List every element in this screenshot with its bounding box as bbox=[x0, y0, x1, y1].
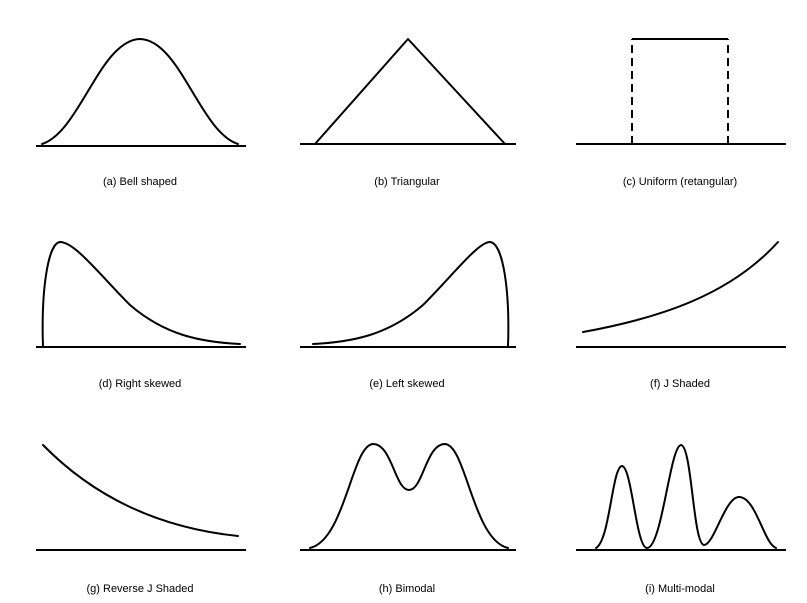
panel-f-j-shaped bbox=[576, 241, 786, 348]
panel-i-multi-modal bbox=[576, 444, 786, 551]
caption-g: (g) Reverse J Shaded bbox=[86, 583, 194, 595]
caption-e: (e) Left skewed bbox=[369, 378, 445, 390]
caption-h: (h) Bimodal bbox=[378, 583, 436, 595]
panel-e-left-skewed-curve bbox=[312, 241, 510, 348]
panel-a-bell-curve bbox=[41, 38, 239, 145]
panel-i-multi-modal-curve bbox=[595, 444, 777, 549]
panel-d-right-skewed-curve bbox=[41, 241, 241, 348]
panel-b-triangle bbox=[314, 38, 506, 145]
caption-i: (i) Multi-modal bbox=[645, 583, 715, 595]
panel-c-uniform bbox=[576, 38, 786, 145]
panel-d-right-skewed bbox=[36, 241, 246, 348]
caption-f: (f) J Shaded bbox=[650, 378, 710, 390]
panel-a-bell-shaped bbox=[36, 38, 246, 147]
panel-h-bimodal bbox=[300, 443, 516, 551]
panel-e-left-skewed bbox=[300, 241, 516, 348]
caption-d: (d) Right skewed bbox=[98, 378, 182, 390]
panel-h-bimodal-curve bbox=[309, 443, 509, 549]
caption-a: (a) Bell shaped bbox=[103, 176, 177, 188]
panel-g-reverse-j-shaped bbox=[36, 444, 246, 551]
panel-g-reverse-j-curve bbox=[42, 444, 239, 537]
caption-b: (b) Triangular bbox=[374, 176, 440, 188]
panel-b-triangular bbox=[300, 38, 516, 145]
panel-f-j-curve bbox=[582, 241, 779, 333]
caption-c: (c) Uniform (retangular) bbox=[622, 176, 738, 188]
